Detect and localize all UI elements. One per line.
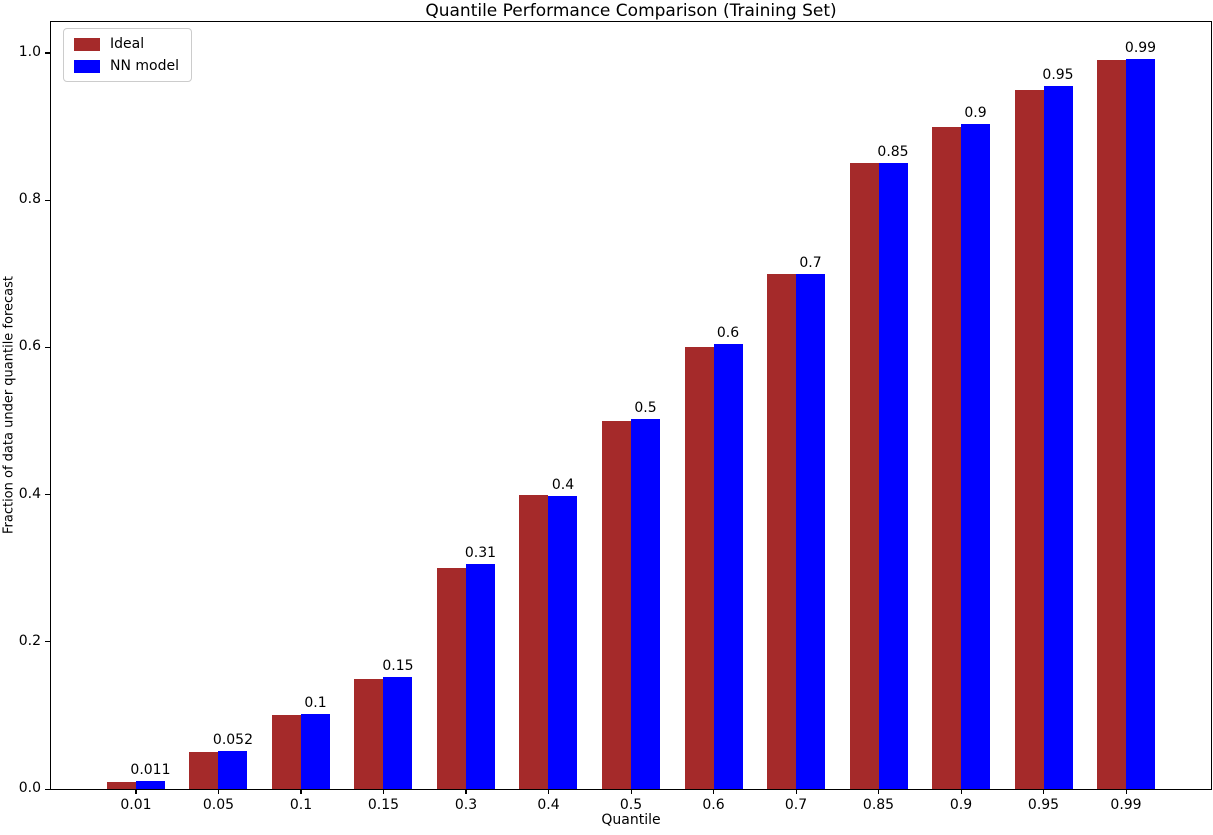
x-axis-label: Quantile [601,812,661,828]
bar-value-label: 0.5 [634,399,657,416]
bar-nn-model [878,162,908,789]
bar-nn-model [631,418,660,789]
bar-value-label: 0.052 [212,731,254,748]
bar-value-label: 0.7 [799,254,822,271]
plot-area: Ideal NN model 0.0 0.2 0.4 0.6 0.8 1.0 0.01 0.0… [19,21,1212,813]
legend-item-nn-model: NN model [74,58,179,74]
y-tick-label: 0.4 [18,485,41,502]
bar-ideal [849,163,879,789]
y-tick-mark [45,52,50,54]
x-tick-mark [217,789,220,794]
bar-value-label: 0.15 [382,658,414,675]
y-tick-mark [45,788,50,790]
x-tick-label: 0.01 [120,797,152,813]
bar-ideal [519,494,549,789]
x-tick-label: 0.05 [202,797,235,813]
bar-value-label: 0.31 [464,544,497,561]
x-tick-mark [1125,789,1127,794]
x-tick-mark [382,789,385,794]
bar-nn-model [548,496,578,789]
bar-nn-model [465,563,495,789]
bar-value-label: 0.9 [964,105,987,122]
bar-ideal [932,126,961,789]
x-tick-mark [878,789,880,794]
bar-ideal [1097,60,1127,789]
x-tick-mark [547,789,550,794]
x-tick-label: 0.95 [1027,797,1060,813]
y-tick-mark [45,494,50,496]
x-tick-mark [465,789,467,794]
legend-swatch [74,37,100,51]
bar-ideal [189,752,219,789]
y-tick-mark [45,641,50,643]
legend-label: NN model [110,58,179,74]
bar-nn-model [1126,58,1156,789]
bar-nn-model [383,677,413,789]
bar-nn-model [218,750,248,789]
y-tick-mark [45,199,50,201]
bar-ideal [684,347,714,789]
bar-ideal [436,568,466,789]
x-tick-label: 0.5 [619,797,643,813]
y-tick-label: 0.0 [18,780,41,796]
bar-nn-model [1043,86,1073,789]
x-tick-label: 0.99 [1110,797,1142,813]
x-tick-mark [713,789,715,794]
legend: Ideal NN model [63,28,192,82]
x-tick-mark [630,789,632,794]
x-tick-mark [135,789,137,794]
x-tick-label: 0.15 [367,797,400,813]
bar-value-label: 0.1 [304,694,327,711]
x-tick-mark [960,789,962,794]
x-tick-mark [1043,789,1045,794]
bar-ideal [1014,89,1044,789]
x-tick-label: 0.6 [702,797,725,813]
bar-ideal [602,420,631,789]
bar-nn-model [135,780,165,789]
legend-item-ideal: Ideal [74,36,179,52]
x-tick-mark [795,789,797,794]
y-tick-mark [45,346,50,349]
bar-nn-model [796,273,825,789]
bar-ideal [354,678,384,789]
bar-value-label: 0.95 [1042,67,1074,84]
y-tick-label: 0.2 [18,632,41,649]
bar-nn-model [961,124,990,789]
bar-nn-model [713,344,743,789]
x-tick-label: 0.7 [784,797,808,813]
legend-swatch [74,59,100,73]
bar-value-label: 0.4 [551,477,575,494]
bar-value-label: 0.011 [130,761,171,778]
bar-ideal [271,715,301,789]
bar-value-label: 0.85 [877,143,909,160]
legend-label: Ideal [110,36,145,52]
bar-ideal [767,273,796,789]
x-tick-label: 0.85 [862,797,895,813]
bar-value-label: 0.99 [1124,39,1157,56]
chart-title: Quantile Performance Comparison (Trainin… [425,1,837,21]
bar-value-label: 0.6 [716,325,740,342]
x-tick-mark [300,789,302,794]
x-tick-label: 0.9 [949,797,973,813]
bar-ideal [106,781,136,789]
bar-nn-model [300,713,330,789]
y-tick-label: 1.0 [18,43,41,60]
x-tick-label: 0.4 [537,797,560,813]
x-tick-label: 0.3 [454,797,478,813]
y-tick-label: 0.6 [18,338,41,355]
y-tick-label: 0.8 [18,191,41,208]
x-tick-label: 0.1 [289,797,313,813]
